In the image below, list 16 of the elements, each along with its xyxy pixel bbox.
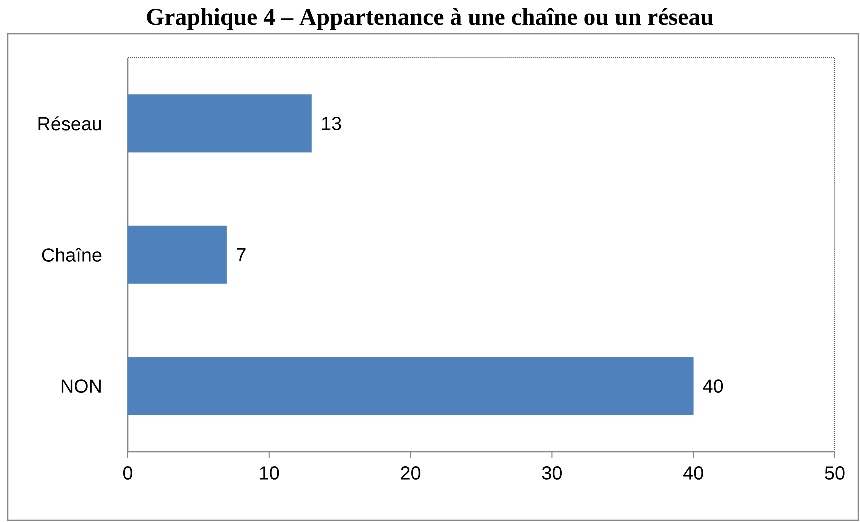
- data-label: 13: [322, 116, 342, 130]
- y-tick-label: Chaîne: [42, 248, 102, 262]
- bar: [128, 94, 312, 153]
- y-tick-label: NON: [62, 380, 101, 394]
- bar: [128, 226, 228, 284]
- data-label: 40: [703, 380, 724, 394]
- data-label: 7: [237, 248, 246, 262]
- bar: [128, 357, 694, 416]
- chart-title: Graphique 4 – Appartenance à une chaîne ou un réseau: [147, 8, 714, 30]
- x-tick-label: 0: [123, 466, 133, 480]
- x-tick-label: 10: [260, 466, 280, 480]
- x-tick-label: 40: [684, 466, 704, 480]
- x-tick-label: 20: [401, 466, 421, 480]
- y-tick-label: Réseau: [38, 116, 102, 131]
- x-tick-label: 30: [542, 466, 562, 480]
- x-tick-label: 50: [825, 466, 845, 480]
